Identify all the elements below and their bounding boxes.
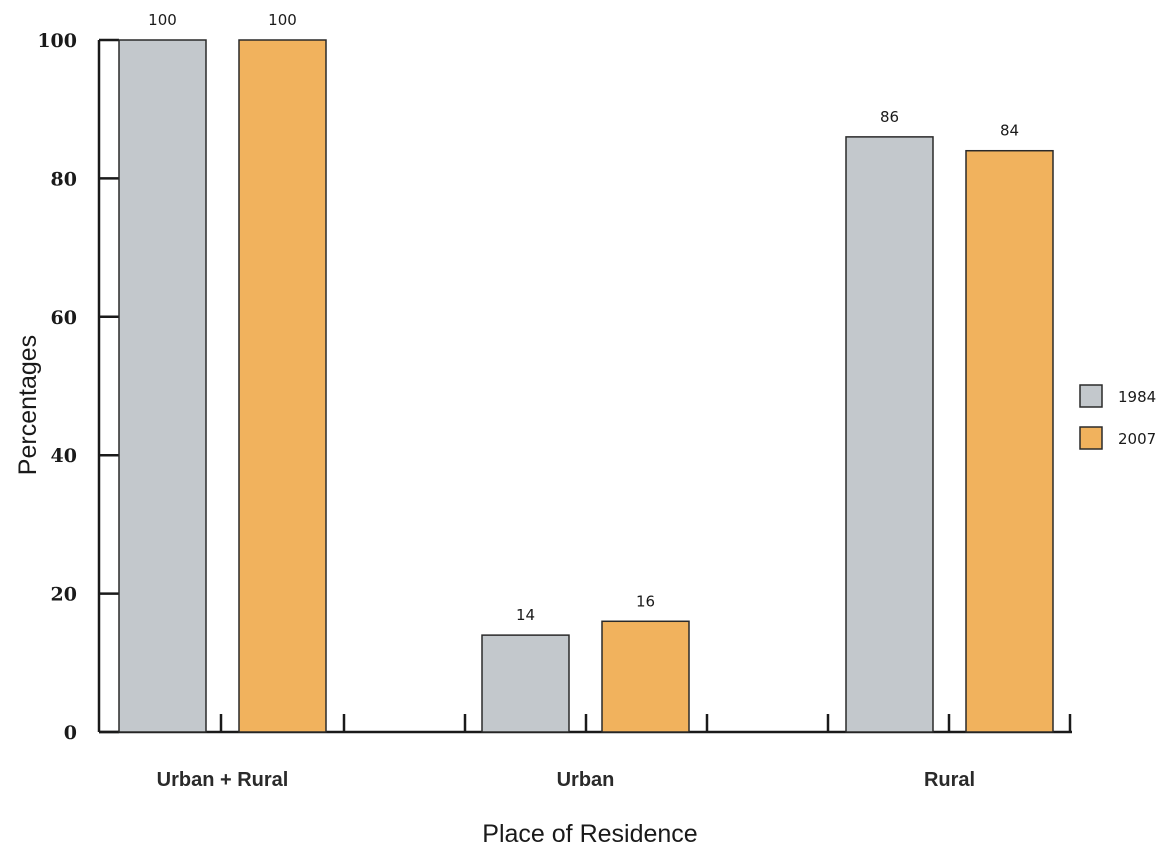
bar-1984-rural bbox=[845, 136, 934, 733]
legend: 1984 2007 bbox=[1079, 384, 1156, 450]
y-axis: 0 20 40 60 80 100 bbox=[37, 30, 119, 744]
y-tick-label: 20 bbox=[51, 584, 77, 606]
y-tick-label: 60 bbox=[51, 307, 77, 329]
category-label: Urban bbox=[557, 769, 615, 791]
legend-swatch-1984 bbox=[1079, 384, 1103, 408]
y-tick-label: 100 bbox=[37, 30, 77, 52]
legend-swatch-2007 bbox=[1079, 426, 1103, 450]
bar-data-label: 100 bbox=[268, 11, 297, 29]
y-axis-title: Percentages bbox=[14, 335, 42, 475]
bar-1984-urban bbox=[481, 634, 570, 733]
bar-2007-rural bbox=[965, 149, 1054, 733]
bar-1984-urban-rural bbox=[118, 39, 207, 733]
legend-label-2007: 2007 bbox=[1118, 430, 1156, 448]
bar-data-label: 14 bbox=[516, 606, 535, 624]
category-labels: Urban + Rural Urban Rural bbox=[157, 769, 975, 791]
y-tick-label: 0 bbox=[64, 722, 77, 744]
bars bbox=[118, 39, 1054, 733]
y-tick-label: 40 bbox=[51, 445, 77, 467]
bar-data-label: 100 bbox=[148, 11, 177, 29]
legend-label-1984: 1984 bbox=[1118, 388, 1156, 406]
y-tick-label: 80 bbox=[51, 168, 77, 190]
category-label: Urban + Rural bbox=[157, 769, 289, 791]
bar-data-label: 16 bbox=[636, 592, 655, 610]
bar-data-label: 86 bbox=[880, 108, 899, 126]
category-label: Rural bbox=[924, 769, 975, 791]
bar-data-label: 84 bbox=[1000, 122, 1019, 140]
x-axis-title: Place of Residence bbox=[482, 820, 697, 848]
bar-2007-urban bbox=[601, 620, 690, 733]
bar-2007-urban-rural bbox=[238, 39, 327, 733]
data-labels: 100 100 14 16 86 84 bbox=[148, 11, 1019, 624]
